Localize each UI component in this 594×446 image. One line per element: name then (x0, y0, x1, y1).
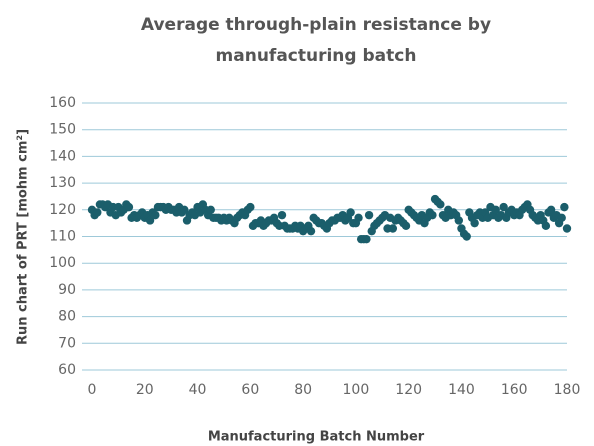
y-tick-label: 120 (49, 202, 76, 218)
data-point (499, 202, 508, 212)
x-tick-label: 0 (88, 382, 97, 398)
x-tick-label: 160 (501, 382, 528, 398)
x-tick-label: 100 (343, 382, 370, 398)
data-point (436, 200, 445, 209)
data-point (462, 232, 471, 241)
chart-title: manufacturing batch (216, 46, 417, 66)
x-tick-label: 180 (554, 382, 581, 398)
data-point (206, 205, 215, 214)
x-tick-label: 20 (136, 382, 154, 398)
data-point (145, 216, 155, 225)
chart-title: Average through-plain resistance by (141, 15, 491, 35)
y-tick-label: 130 (49, 175, 76, 191)
data-point (180, 205, 189, 214)
y-tick-label: 110 (49, 229, 76, 245)
data-point (388, 224, 398, 233)
y-tick-label: 150 (49, 122, 76, 138)
x-axis-label: Manufacturing Batch Number (208, 430, 425, 445)
data-point (93, 208, 102, 217)
x-tick-label: 60 (241, 382, 259, 398)
y-tick-label: 80 (58, 309, 76, 325)
data-point (362, 234, 371, 244)
data-point (306, 226, 316, 236)
data-point (557, 213, 566, 223)
x-tick-label: 120 (395, 382, 422, 398)
y-tick-label: 140 (49, 148, 76, 164)
data-point (354, 213, 363, 223)
y-tick-label: 70 (58, 335, 76, 351)
data-point (541, 221, 551, 231)
y-tick-label: 100 (49, 255, 76, 271)
data-point (491, 205, 500, 214)
y-tick-label: 60 (58, 362, 76, 378)
data-point (560, 202, 569, 212)
data-point (428, 210, 437, 220)
data-point (124, 202, 134, 212)
y-tick-label: 90 (58, 282, 76, 298)
data-point (151, 210, 160, 220)
data-point (246, 202, 255, 212)
x-tick-label: 80 (294, 382, 312, 398)
data-point (364, 210, 374, 220)
y-axis-label: Run chart of PRT [mohm cm²] (16, 129, 31, 345)
x-tick-label: 140 (448, 382, 475, 398)
y-tick-label: 160 (49, 95, 76, 111)
data-point (277, 210, 287, 220)
data-point (470, 218, 479, 228)
data-point (562, 224, 572, 233)
data-point (401, 221, 411, 231)
data-point (546, 205, 556, 214)
data-point (346, 208, 355, 217)
x-tick-label: 40 (189, 382, 207, 398)
data-point (454, 216, 464, 225)
